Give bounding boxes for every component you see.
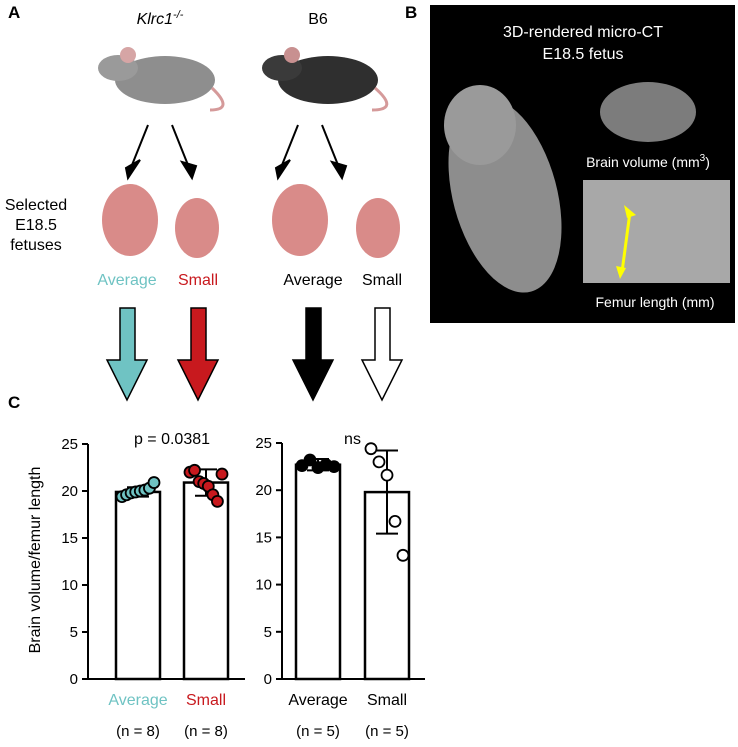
x-tick-label: Average xyxy=(108,692,167,709)
genotype-label: B6 xyxy=(308,11,328,28)
y-tick-label: 25 xyxy=(255,435,272,452)
data-point xyxy=(388,514,402,528)
n-label: (n = 5) xyxy=(365,723,409,740)
group-label: Small xyxy=(362,272,402,289)
data-point xyxy=(372,455,386,469)
y-tick-label: 20 xyxy=(61,483,78,500)
group-label: Average xyxy=(97,272,156,289)
data-point xyxy=(188,463,201,477)
n-label: (n = 8) xyxy=(184,723,228,740)
row-label: fetuses xyxy=(10,237,62,254)
data-point xyxy=(380,468,394,482)
x-tick-label: Average xyxy=(288,692,347,709)
data-point xyxy=(215,467,229,481)
data-point xyxy=(303,453,317,467)
mouse-illustration xyxy=(98,47,389,112)
x-tick-label: Small xyxy=(367,692,407,709)
n-label: (n = 8) xyxy=(116,723,160,740)
data-point xyxy=(396,548,410,562)
annotation: ns xyxy=(344,431,361,448)
bar xyxy=(114,490,162,681)
y-tick-label: 20 xyxy=(255,482,272,499)
row-label: Selected xyxy=(5,197,67,214)
y-tick-label: 15 xyxy=(61,530,78,547)
ct-title: 3D-rendered micro-CT xyxy=(503,24,663,41)
femur-label: Femur length (mm) xyxy=(595,294,714,310)
annotation: p = 0.0381 xyxy=(134,431,210,448)
ct-title: E18.5 fetus xyxy=(543,46,624,63)
y-tick-label: 25 xyxy=(61,436,78,453)
group-arrows xyxy=(105,307,404,402)
data-point xyxy=(327,460,341,474)
row-label: E18.5 xyxy=(15,217,57,234)
ct-render xyxy=(444,82,730,293)
n-label: (n = 5) xyxy=(296,723,340,740)
selection-arrows xyxy=(124,124,348,181)
panel-label: C xyxy=(8,393,20,412)
group-label: Average xyxy=(283,272,342,289)
y-tick-label: 5 xyxy=(264,624,272,641)
y-tick-label: 0 xyxy=(70,671,78,688)
error-bar xyxy=(376,449,398,535)
y-tick-label: 15 xyxy=(255,529,272,546)
fetus-illustration xyxy=(102,184,400,258)
panel-label: A xyxy=(8,3,20,22)
y-tick-label: 5 xyxy=(70,624,78,641)
brain-label: Brain volume (mm3) xyxy=(586,153,710,170)
y-tick-label: 10 xyxy=(61,577,78,594)
data-point xyxy=(364,442,378,456)
data-point xyxy=(211,494,224,508)
y-tick-label: 10 xyxy=(255,577,272,594)
panel-label: B xyxy=(405,3,417,22)
x-tick-label: Small xyxy=(186,692,226,709)
data-point xyxy=(147,476,161,489)
y-tick-label: 0 xyxy=(264,671,272,688)
y-axis-label: Brain volume/femur length xyxy=(27,467,44,654)
genotype-label: Klrc1-/- xyxy=(137,9,184,28)
bar xyxy=(182,481,230,681)
bar xyxy=(294,463,342,681)
group-label: Small xyxy=(178,272,218,289)
